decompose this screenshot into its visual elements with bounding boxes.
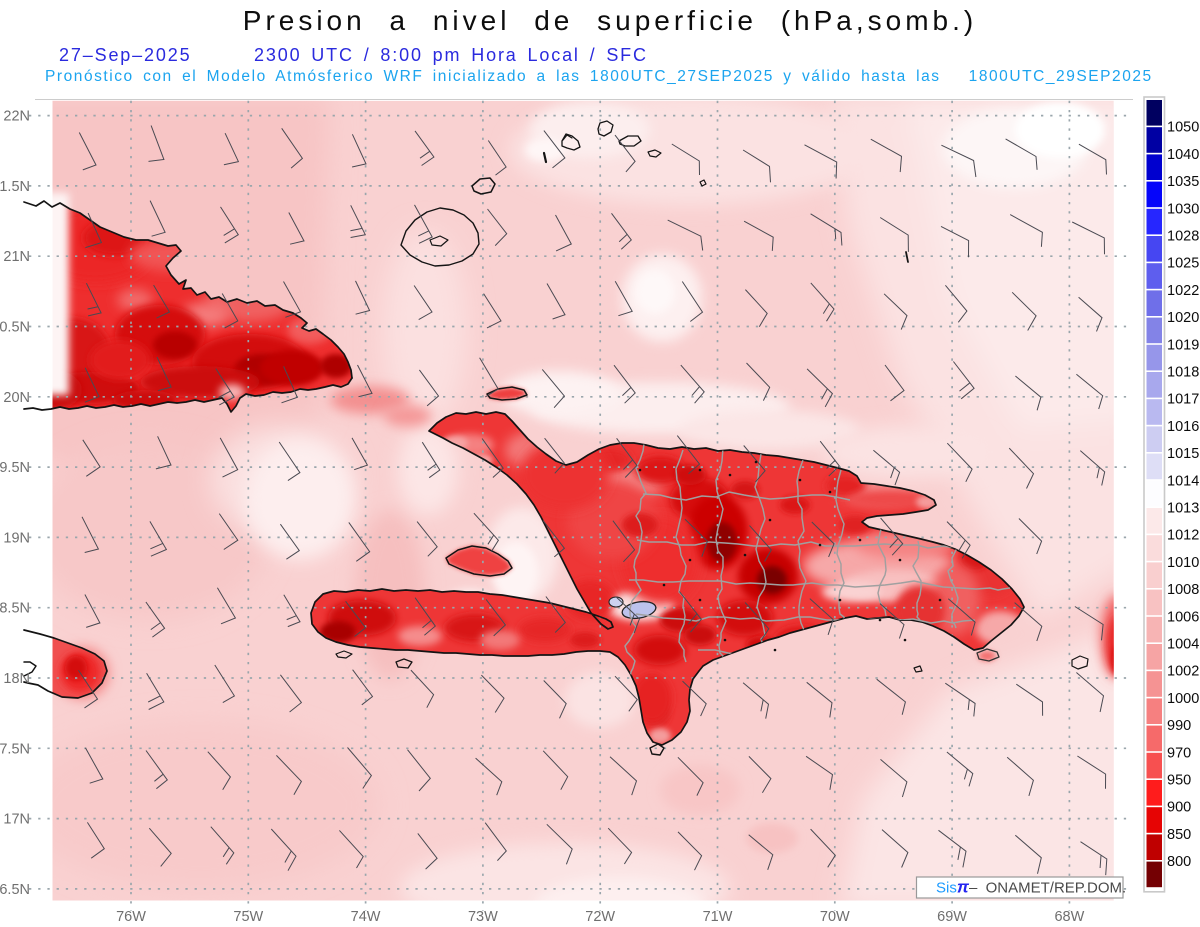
svg-text:1015: 1015 <box>1167 446 1199 462</box>
svg-text:1.5N: 1.5N <box>0 179 30 195</box>
svg-text:0.5N: 0.5N <box>0 320 30 336</box>
svg-text:1022: 1022 <box>1167 283 1199 299</box>
svg-text:17N: 17N <box>3 812 30 828</box>
svg-text:75W: 75W <box>233 909 263 925</box>
svg-text:970: 970 <box>1167 745 1191 761</box>
svg-text:1013: 1013 <box>1167 501 1199 517</box>
svg-text:1040: 1040 <box>1167 147 1199 163</box>
svg-text:7.5N: 7.5N <box>0 741 30 757</box>
svg-text:1019: 1019 <box>1167 337 1199 353</box>
svg-text:9.5N: 9.5N <box>0 460 30 476</box>
svg-text:1008: 1008 <box>1167 582 1199 598</box>
svg-text:Sisπ– ONAMET/REP.DOM.: Sisπ– ONAMET/REP.DOM. <box>936 878 1126 897</box>
svg-text:1028: 1028 <box>1167 229 1199 245</box>
svg-text:1004: 1004 <box>1167 637 1199 653</box>
svg-text:900: 900 <box>1167 800 1191 816</box>
svg-text:73W: 73W <box>468 909 498 925</box>
svg-text:68W: 68W <box>1054 909 1084 925</box>
svg-text:1016: 1016 <box>1167 419 1199 435</box>
svg-text:1020: 1020 <box>1167 310 1199 326</box>
svg-text:18N: 18N <box>3 671 30 687</box>
svg-text:990: 990 <box>1167 718 1191 734</box>
svg-text:74W: 74W <box>351 909 381 925</box>
svg-text:1010: 1010 <box>1167 555 1199 571</box>
svg-text:21N: 21N <box>3 249 30 265</box>
svg-text:76W: 76W <box>116 909 146 925</box>
svg-text:1050: 1050 <box>1167 120 1199 136</box>
svg-text:800: 800 <box>1167 854 1191 870</box>
svg-text:1018: 1018 <box>1167 365 1199 381</box>
svg-text:950: 950 <box>1167 773 1191 789</box>
svg-text:1017: 1017 <box>1167 392 1199 408</box>
svg-text:19N: 19N <box>3 530 30 546</box>
svg-text:1002: 1002 <box>1167 664 1199 680</box>
svg-text:850: 850 <box>1167 827 1191 843</box>
svg-text:6.5N: 6.5N <box>0 882 30 898</box>
svg-text:22N: 22N <box>3 109 30 125</box>
svg-text:1030: 1030 <box>1167 201 1199 217</box>
svg-text:20N: 20N <box>3 390 30 406</box>
svg-text:72W: 72W <box>585 909 615 925</box>
svg-text:1014: 1014 <box>1167 473 1199 489</box>
svg-text:71W: 71W <box>703 909 733 925</box>
svg-text:1025: 1025 <box>1167 256 1199 272</box>
svg-text:69W: 69W <box>937 909 967 925</box>
svg-text:1000: 1000 <box>1167 691 1199 707</box>
svg-text:1012: 1012 <box>1167 528 1199 544</box>
svg-text:1006: 1006 <box>1167 609 1199 625</box>
svg-text:8.5N: 8.5N <box>0 601 30 617</box>
svg-text:1035: 1035 <box>1167 174 1199 190</box>
svg-text:70W: 70W <box>820 909 850 925</box>
